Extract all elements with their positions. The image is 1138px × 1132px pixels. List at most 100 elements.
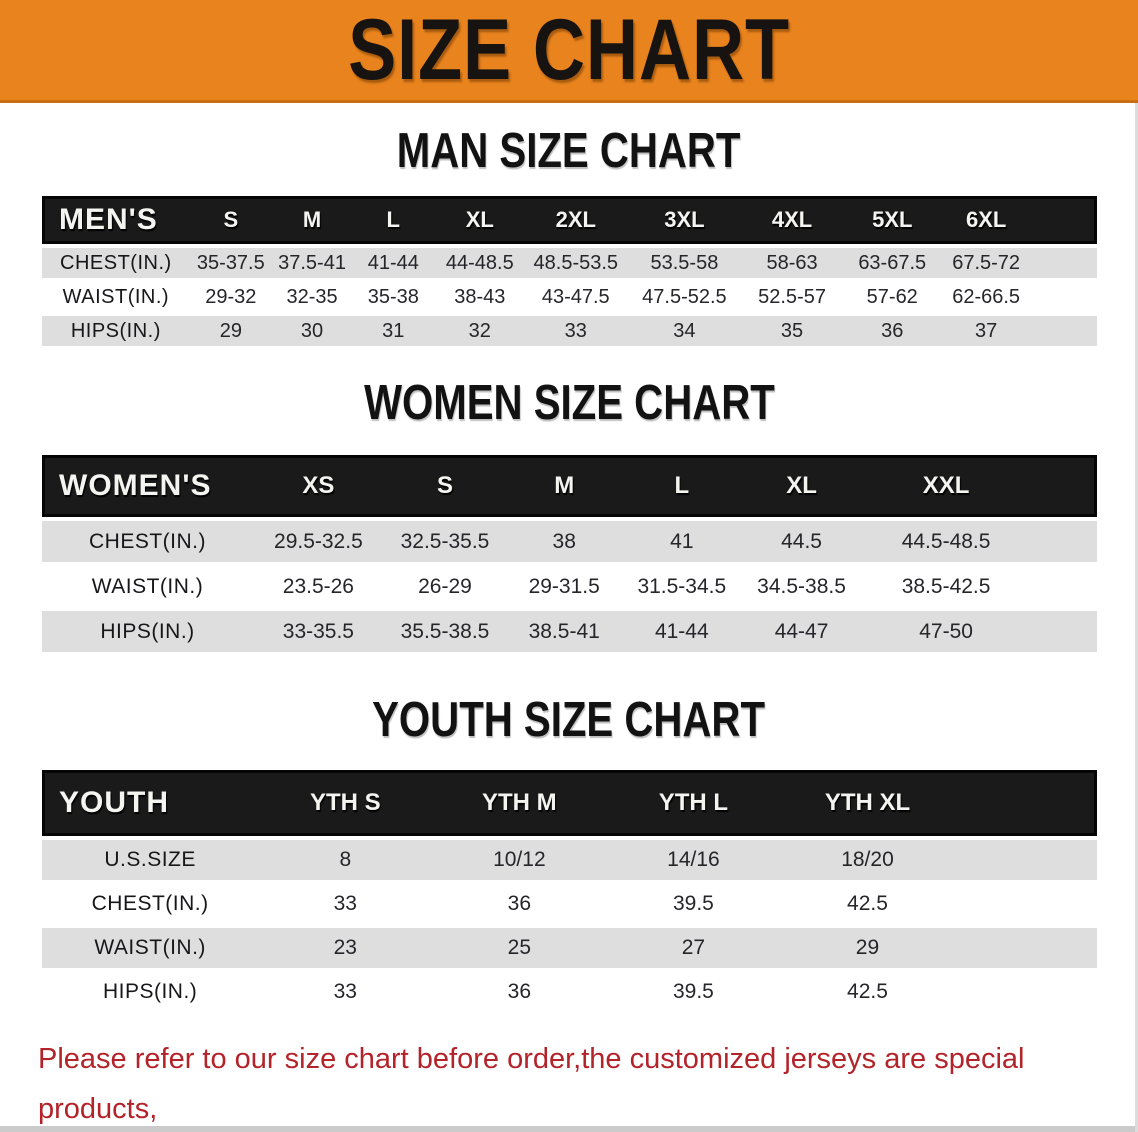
size-value-cell: 38-43 [434, 278, 526, 312]
size-value-cell: 47.5-52.5 [626, 278, 743, 312]
men-size-table: MEN'S S M L XL 2XL 3XL 4XL 5XL 6XL CHEST… [42, 196, 1097, 346]
size-value-cell: 14/16 [606, 836, 781, 880]
men-table-title: MEN'S [42, 196, 190, 244]
size-value-cell: 39.5 [606, 880, 781, 924]
women-size-table: WOMEN'S XS S M L XL XXL CHEST(IN.) 29.5-… [42, 455, 1097, 652]
size-col-header: 5XL [841, 196, 943, 244]
size-value-cell: 33 [258, 968, 433, 1012]
size-value-cell: 35-38 [352, 278, 435, 312]
size-value-cell: 8 [258, 836, 433, 880]
size-value-cell: 29.5-32.5 [252, 517, 384, 562]
size-value-cell: 31.5-34.5 [622, 562, 742, 607]
measure-label: HIPS(IN.) [42, 607, 253, 652]
table-row: HIPS(IN.) 33-35.5 35.5-38.5 38.5-41 41-4… [42, 607, 1097, 652]
size-value-cell: 62-66.5 [942, 278, 1030, 312]
size-col-header: YTH S [258, 770, 433, 836]
size-value-cell: 26-29 [383, 562, 507, 607]
size-value-cell: 32 [434, 312, 526, 346]
size-col-header: 3XL [626, 196, 743, 244]
size-value-cell: 36 [432, 968, 607, 1012]
size-value-cell: 29 [780, 924, 955, 968]
row-spacer [1030, 607, 1097, 652]
measure-label: WAIST(IN.) [42, 924, 259, 968]
size-value-cell: 29-32 [189, 278, 272, 312]
bottom-edge-strip [0, 1126, 1138, 1132]
size-col-header: S [383, 455, 507, 517]
size-value-cell: 37.5-41 [271, 244, 353, 278]
size-value-cell: 36 [841, 312, 943, 346]
size-col-header: YTH L [606, 770, 781, 836]
size-value-cell: 38 [506, 517, 623, 562]
row-spacer [1029, 278, 1097, 312]
size-value-cell: 34.5-38.5 [741, 562, 862, 607]
measure-label: CHEST(IN.) [42, 880, 259, 924]
men-section-heading: MAN SIZE CHART [0, 126, 1138, 176]
size-value-cell: 31 [352, 312, 435, 346]
size-value-cell: 48.5-53.5 [525, 244, 627, 278]
size-value-cell: 37 [942, 312, 1030, 346]
youth-section-heading: YOUTH SIZE CHART [0, 695, 1138, 745]
size-col-header: YTH XL [780, 770, 955, 836]
header-spacer [1030, 455, 1097, 517]
table-row: HIPS(IN.) 33 36 39.5 42.5 [42, 968, 1097, 1012]
size-value-cell: 29-31.5 [506, 562, 623, 607]
row-spacer [954, 880, 1097, 924]
size-value-cell: 10/12 [432, 836, 607, 880]
size-col-header: S [189, 196, 272, 244]
size-value-cell: 53.5-58 [626, 244, 743, 278]
title-banner: SIZE CHART [0, 0, 1138, 103]
table-row: WAIST(IN.) 23 25 27 29 [42, 924, 1097, 968]
measure-label: U.S.SIZE [42, 836, 259, 880]
women-section-heading: WOMEN SIZE CHART [0, 378, 1138, 428]
women-table-title: WOMEN'S [42, 455, 253, 517]
size-value-cell: 33 [258, 880, 433, 924]
men-section-heading-text: MAN SIZE CHART [397, 123, 741, 178]
size-col-header: M [271, 196, 353, 244]
table-row: CHEST(IN.) 29.5-32.5 32.5-35.5 38 41 44.… [42, 517, 1097, 562]
youth-section-heading-text: YOUTH SIZE CHART [372, 692, 766, 747]
youth-size-table: YOUTH YTH S YTH M YTH L YTH XL U.S.SIZE … [42, 770, 1097, 1012]
size-value-cell: 38.5-41 [506, 607, 623, 652]
measure-label: CHEST(IN.) [42, 244, 190, 278]
size-value-cell: 41-44 [352, 244, 435, 278]
size-value-cell: 42.5 [780, 968, 955, 1012]
size-value-cell: 39.5 [606, 968, 781, 1012]
size-value-cell: 33 [525, 312, 627, 346]
size-value-cell: 32.5-35.5 [383, 517, 507, 562]
table-row: CHEST(IN.) 33 36 39.5 42.5 [42, 880, 1097, 924]
size-value-cell: 52.5-57 [742, 278, 842, 312]
size-value-cell: 18/20 [780, 836, 955, 880]
size-value-cell: 44.5 [741, 517, 862, 562]
table-row: HIPS(IN.) 29 30 31 32 33 34 35 36 37 [42, 312, 1097, 346]
size-value-cell: 23 [258, 924, 433, 968]
size-value-cell: 44-48.5 [434, 244, 526, 278]
row-spacer [954, 836, 1097, 880]
youth-table-header-row: YOUTH YTH S YTH M YTH L YTH XL [42, 770, 1097, 836]
measure-label: HIPS(IN.) [42, 312, 190, 346]
size-value-cell: 58-63 [742, 244, 842, 278]
size-col-header: XL [434, 196, 526, 244]
table-row: WAIST(IN.) 29-32 32-35 35-38 38-43 43-47… [42, 278, 1097, 312]
size-value-cell: 25 [432, 924, 607, 968]
size-value-cell: 44.5-48.5 [861, 517, 1031, 562]
size-value-cell: 63-67.5 [841, 244, 943, 278]
size-value-cell: 35 [742, 312, 842, 346]
size-value-cell: 27 [606, 924, 781, 968]
size-value-cell: 43-47.5 [525, 278, 627, 312]
size-value-cell: 29 [189, 312, 272, 346]
size-value-cell: 33-35.5 [252, 607, 384, 652]
header-spacer [954, 770, 1097, 836]
measure-label: WAIST(IN.) [42, 562, 253, 607]
size-col-header: XL [741, 455, 862, 517]
row-spacer [1030, 562, 1097, 607]
measure-label: CHEST(IN.) [42, 517, 253, 562]
order-policy-note: Please refer to our size chart before or… [38, 1034, 1118, 1132]
size-value-cell: 41-44 [622, 607, 742, 652]
size-value-cell: 38.5-42.5 [861, 562, 1031, 607]
measure-label: HIPS(IN.) [42, 968, 259, 1012]
size-value-cell: 67.5-72 [942, 244, 1030, 278]
size-value-cell: 57-62 [841, 278, 943, 312]
size-value-cell: 23.5-26 [252, 562, 384, 607]
order-policy-note-line1: Please refer to our size chart before or… [38, 1043, 1025, 1125]
